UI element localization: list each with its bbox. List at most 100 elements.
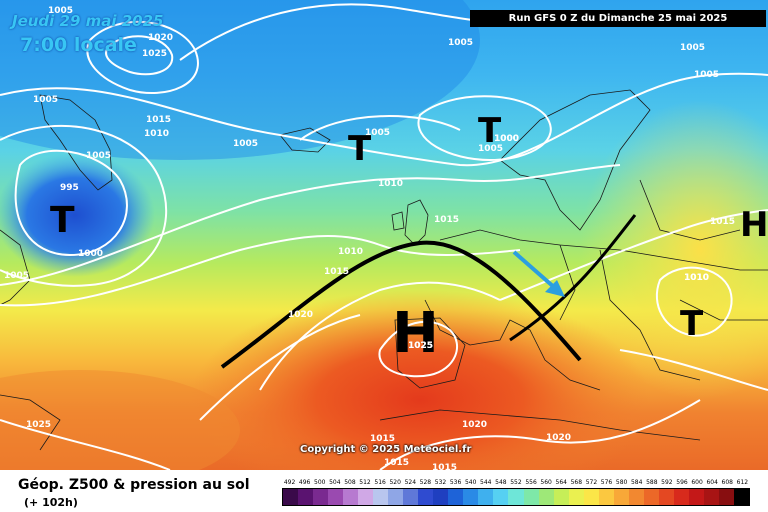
forecast-date: Jeudi 29 mai 2025	[12, 12, 164, 30]
legend-swatch	[478, 489, 494, 505]
legend-tick-label: 540	[464, 479, 477, 486]
legend-swatch	[328, 489, 344, 505]
legend-swatch	[538, 489, 554, 505]
legend-tick-label: 608	[721, 479, 733, 486]
legend-swatch	[553, 489, 569, 505]
legend-swatch	[463, 489, 479, 505]
legend-swatch	[733, 489, 749, 505]
isobar-label: 1005	[680, 43, 705, 53]
isobar-label: 1005	[448, 38, 473, 48]
legend-tick-label: 536	[449, 479, 462, 486]
legend-swatch	[673, 489, 689, 505]
isobar-label: 1010	[338, 247, 363, 257]
legend-swatch	[313, 489, 329, 505]
map-title: Géop. Z500 & pression au sol	[18, 477, 250, 493]
legend-tick-label: 548	[495, 479, 507, 486]
isobar-label: 1005	[4, 271, 29, 281]
legend-swatches	[282, 488, 750, 506]
legend-tick-label: 544	[480, 479, 492, 486]
legend-swatch	[628, 489, 644, 505]
legend-tick-label: 496	[298, 479, 311, 486]
legend-tick-label: 568	[570, 479, 583, 486]
legend-tick-label: 588	[646, 479, 658, 486]
low-label-norway-inner: 1000	[494, 134, 519, 144]
isobar-labels: 1005 1020 1025 1005 1010 1015 1005 1000 …	[4, 6, 719, 470]
low-label-iceland: 1005	[365, 128, 390, 138]
legend-tick-label: 528	[419, 479, 432, 486]
isobar-label: 1005	[233, 139, 258, 149]
legend-tick-label: 552	[510, 479, 522, 486]
legend-tick-label: 596	[676, 479, 688, 486]
legend-swatch	[418, 489, 434, 505]
isobar-label: 1025	[142, 49, 167, 59]
pressure-systems: T 995 T 1005 T 1005 1000 H 1025 H 1015 T…	[50, 111, 768, 366]
low-label-norway: 1005	[478, 144, 503, 154]
low-label-ukraine: 1010	[684, 273, 709, 283]
legend-tick-label: 524	[404, 479, 417, 486]
isobar-label: 1020	[546, 433, 571, 443]
legend-swatch	[403, 489, 419, 505]
legend-swatch	[598, 489, 614, 505]
high-label-russia: 1015	[710, 217, 735, 227]
isobar-label: 1015	[324, 267, 349, 277]
legend-swatch	[568, 489, 584, 505]
isobar-label: 1005	[694, 70, 719, 80]
legend-swatch	[388, 489, 404, 505]
isobar-label: 1010	[684, 273, 709, 283]
legend-tick-label: 600	[691, 479, 703, 486]
isobar-label: 1020	[148, 33, 173, 43]
isobar-label: 1015	[370, 434, 395, 444]
legend-tick-label: 604	[706, 479, 718, 486]
isobar-label: 1015	[432, 463, 457, 470]
flow-arrow-icon	[512, 250, 565, 297]
isobar-label: 1000	[78, 249, 103, 259]
legend-tick-label: 612	[736, 479, 749, 486]
legend-swatch	[718, 489, 734, 505]
forecast-time: 7:00 locale	[20, 34, 137, 56]
legend-tick-label: 564	[555, 479, 567, 486]
legend-swatch	[643, 489, 659, 505]
legend-swatch	[658, 489, 674, 505]
legend-tick-label: 504	[329, 479, 341, 486]
legend-swatch	[703, 489, 719, 505]
weather-map: T 995 T 1005 T 1005 1000 H 1025 H 1015 T…	[0, 0, 768, 470]
legend-tick-label: 500	[314, 479, 326, 486]
legend-swatch	[433, 489, 449, 505]
legend-tick-label: 576	[600, 479, 613, 486]
forecast-hour: (+ 102h)	[24, 496, 78, 509]
legend-tick-label: 560	[540, 479, 552, 486]
isobar-label: 1015	[384, 458, 409, 468]
legend-swatch	[583, 489, 599, 505]
isobar-label: 1025	[26, 420, 51, 430]
high-symbol-russia: H	[740, 205, 768, 245]
legend-tick-label: 572	[585, 479, 598, 486]
model-run-banner: Run GFS 0 Z du Dimanche 25 mai 2025	[470, 10, 766, 27]
legend-tick-label: 584	[630, 479, 643, 486]
legend-tick-label: 512	[359, 479, 371, 486]
isobar-label: 1005	[33, 95, 58, 105]
low-symbol-labrador: T	[50, 200, 75, 241]
warm-air-southwest	[0, 370, 240, 470]
legend-swatch	[523, 489, 539, 505]
map-canvas: T 995 T 1005 T 1005 1000 H 1025 H 1015 T…	[0, 0, 768, 470]
copyright-notice: Copyright © 2025 Meteociel.fr	[300, 444, 472, 455]
legend-swatch	[448, 489, 464, 505]
low-symbol-iceland: T	[348, 129, 372, 169]
isobar-label: 1015	[146, 115, 171, 125]
legend-swatch	[298, 489, 314, 505]
legend-tick-label: 516	[374, 479, 386, 486]
isobar-label: 1000	[494, 134, 519, 144]
legend-swatch	[343, 489, 359, 505]
legend-swatch	[493, 489, 509, 505]
ridge-axis	[220, 240, 582, 369]
high-symbol-iberia: H	[392, 301, 439, 366]
legend-swatch	[613, 489, 629, 505]
isobar-label: 1010	[378, 179, 403, 189]
isobar-label: 1015	[434, 215, 459, 225]
legend-tick-label: 556	[525, 479, 537, 486]
trough-axis	[509, 214, 637, 342]
high-label-iberia: 1025	[408, 341, 433, 351]
isobar-label: 1010	[144, 129, 169, 139]
legend-tick-label: 520	[389, 479, 401, 486]
low-label-labrador: 995	[60, 183, 79, 193]
